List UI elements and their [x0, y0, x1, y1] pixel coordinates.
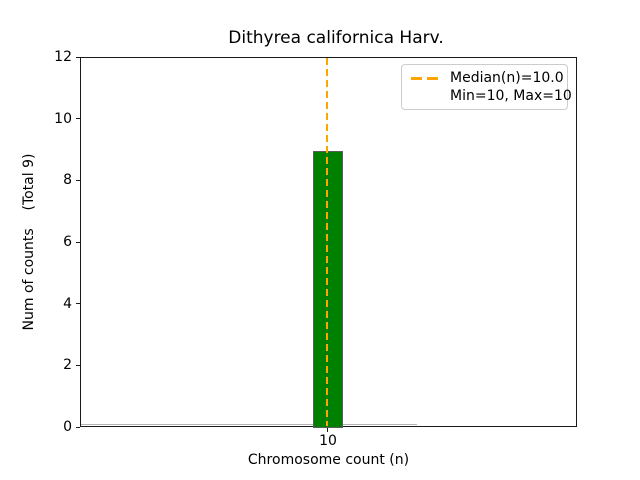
- y-tick-mark: [76, 56, 80, 58]
- y-tick-label: 0: [63, 419, 72, 435]
- median-dashed-line: [326, 58, 328, 426]
- y-tick-label: 10: [54, 110, 72, 127]
- y-axis-label: Num of counts (Total 9): [21, 153, 37, 331]
- legend-row-median: Median(n)=10.0: [411, 69, 564, 87]
- zero-height-bins-baseline: [81, 424, 417, 425]
- y-tick-mark: [76, 303, 80, 305]
- histogram-bar: [313, 150, 343, 428]
- x-axis-label: Chromosome count (n): [247, 452, 410, 468]
- legend: Median(n)=10.0 Min=10, Max=10: [401, 64, 572, 110]
- y-tick-mark: [76, 241, 80, 243]
- y-tick-mark: [76, 118, 80, 120]
- legend-row-minmax: Min=10, Max=10: [411, 87, 572, 105]
- x-tick-mark: [327, 428, 328, 432]
- chart-title: Dithyrea californica Harv.: [228, 28, 444, 48]
- median-dash-icon: [411, 76, 438, 80]
- y-tick-label: 4: [63, 295, 72, 312]
- plot-area: [80, 57, 577, 428]
- y-tick-label: 6: [63, 234, 72, 250]
- y-tick-label: 8: [63, 172, 72, 189]
- y-tick-mark: [76, 364, 80, 366]
- legend-median-label: Median(n)=10.0: [450, 70, 564, 86]
- y-tick-mark: [76, 426, 80, 428]
- y-tick-label: 12: [54, 49, 72, 65]
- legend-spacer: [411, 95, 438, 98]
- y-tick-mark: [76, 179, 80, 181]
- x-tick-label: 10: [319, 433, 337, 449]
- y-tick-label: 2: [63, 357, 72, 374]
- legend-minmax-label: Min=10, Max=10: [450, 88, 572, 104]
